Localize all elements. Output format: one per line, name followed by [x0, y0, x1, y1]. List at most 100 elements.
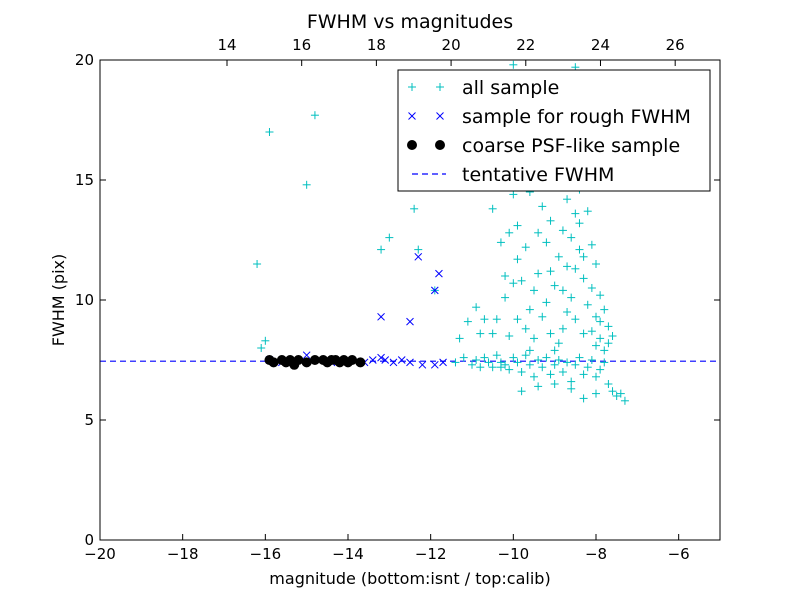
all-sample-point	[558, 324, 567, 333]
y-tick-label: 5	[84, 411, 94, 429]
all-sample-point	[501, 293, 510, 302]
all-sample-point	[525, 305, 534, 314]
all-sample-point	[509, 190, 518, 199]
all-sample-point	[587, 327, 596, 336]
all-sample-point	[538, 312, 547, 321]
legend-item: sample for rough FWHM	[408, 106, 691, 128]
legend-box	[397, 69, 711, 192]
all-sample-point	[592, 372, 600, 381]
top-x-tick-label: 26	[666, 36, 685, 54]
psf-like-point	[355, 357, 366, 368]
all-sample-point	[608, 332, 617, 340]
all-sample-point	[513, 358, 522, 367]
rough-fwhm-point-b	[418, 360, 427, 369]
rough-fwhm-point	[377, 312, 385, 321]
x-tick-label: −12	[415, 545, 447, 563]
all-sample-point	[563, 262, 572, 271]
legend-label: tentative FWHM	[462, 164, 614, 186]
legend-label: sample for rough FWHM	[462, 106, 691, 128]
x-tick-label: −16	[250, 545, 282, 563]
psf-like-point	[347, 355, 358, 365]
all-sample-point	[567, 377, 576, 386]
legend-item: all sample	[408, 77, 559, 99]
all-sample-point	[600, 358, 609, 367]
all-sample-point	[496, 238, 505, 247]
top-x-tick-label: 18	[367, 36, 386, 54]
x-tick-label: −10	[498, 545, 530, 563]
axes-ticks: −20 −18 −16 −14 −12 −10 −8 −6 0 5 10 15 20 14 16 18 20 22…	[75, 36, 720, 563]
all-sample-point	[604, 380, 613, 388]
all-sample-point	[579, 370, 588, 379]
all-sample-point	[604, 322, 613, 331]
psf-like-point	[293, 355, 304, 365]
legend-marker	[407, 140, 417, 150]
top-x-tick-label: 22	[516, 36, 535, 54]
all-sample-point	[513, 255, 522, 264]
all-sample-point	[480, 353, 489, 362]
psf-like-point	[301, 357, 312, 368]
all-sample-point	[554, 339, 563, 348]
rough-fwhm-point	[430, 360, 439, 369]
all-sample-point	[567, 233, 576, 242]
rough-fwhm-point	[430, 286, 439, 295]
all-sample-point	[455, 334, 464, 343]
x-tick-label: −6	[668, 545, 690, 563]
all-sample-point	[521, 324, 530, 333]
all-sample-point	[517, 368, 526, 376]
all-sample-point	[521, 351, 530, 360]
legend-marker-b	[436, 112, 444, 120]
all-sample-point	[571, 360, 580, 369]
top-x-tick-label: 14	[217, 36, 236, 54]
all-sample-point	[492, 351, 501, 360]
all-sample-point	[472, 303, 481, 312]
legend-marker	[408, 112, 416, 120]
all-sample-point	[534, 269, 543, 278]
all-sample-point	[476, 363, 485, 372]
all-sample-point	[492, 315, 501, 324]
all-sample-point	[505, 365, 514, 374]
rough-fwhm-point	[389, 358, 398, 367]
all-sample-point	[571, 264, 580, 273]
rough-fwhm-point-b	[368, 356, 377, 364]
all-sample-point	[596, 317, 605, 326]
all-sample-point	[525, 346, 534, 355]
rough-fwhm-point-b	[302, 351, 311, 360]
all-sample-point	[546, 329, 555, 338]
all-sample-point	[509, 279, 518, 288]
all-sample-point	[608, 387, 617, 396]
all-sample-point	[596, 291, 605, 300]
all-sample-point	[546, 370, 555, 379]
all-sample-point	[414, 245, 423, 254]
all-sample-point	[579, 252, 588, 261]
all-sample-point	[513, 315, 522, 324]
all-sample-point	[592, 260, 600, 268]
all-sample-point	[451, 358, 460, 367]
all-sample-point	[587, 356, 596, 364]
legend-marker	[435, 140, 445, 150]
rough-fwhm-point	[439, 358, 447, 367]
all-sample-point	[567, 384, 576, 393]
y-axis-label: FWHM (pix)	[49, 254, 68, 347]
rough-fwhm-point-b	[430, 360, 439, 369]
all-sample-point	[558, 226, 567, 235]
rough-fwhm-point-b	[439, 358, 447, 367]
all-sample-point	[505, 228, 514, 237]
x-axis-label: magnitude (bottom:isnt / top:calib)	[269, 569, 550, 588]
all-sample-point	[530, 286, 538, 295]
all-sample-point	[509, 60, 518, 69]
all-sample-point	[530, 334, 538, 343]
all-sample-point	[567, 293, 576, 302]
all-sample-point	[501, 360, 510, 369]
all-sample-point	[592, 341, 600, 350]
rough-fwhm-point	[414, 252, 423, 261]
all-sample-point	[571, 315, 580, 324]
all-sample-point	[534, 382, 543, 391]
all-sample-point	[530, 372, 538, 381]
plot-data-layer	[100, 60, 720, 405]
all-sample-point	[592, 312, 600, 321]
all-sample-point	[501, 272, 510, 280]
legend-item: tentative FWHM	[412, 164, 614, 186]
all-sample-point	[534, 356, 543, 364]
chart-title: FWHM vs magnitudes	[307, 11, 513, 33]
all-sample-point	[534, 228, 543, 237]
